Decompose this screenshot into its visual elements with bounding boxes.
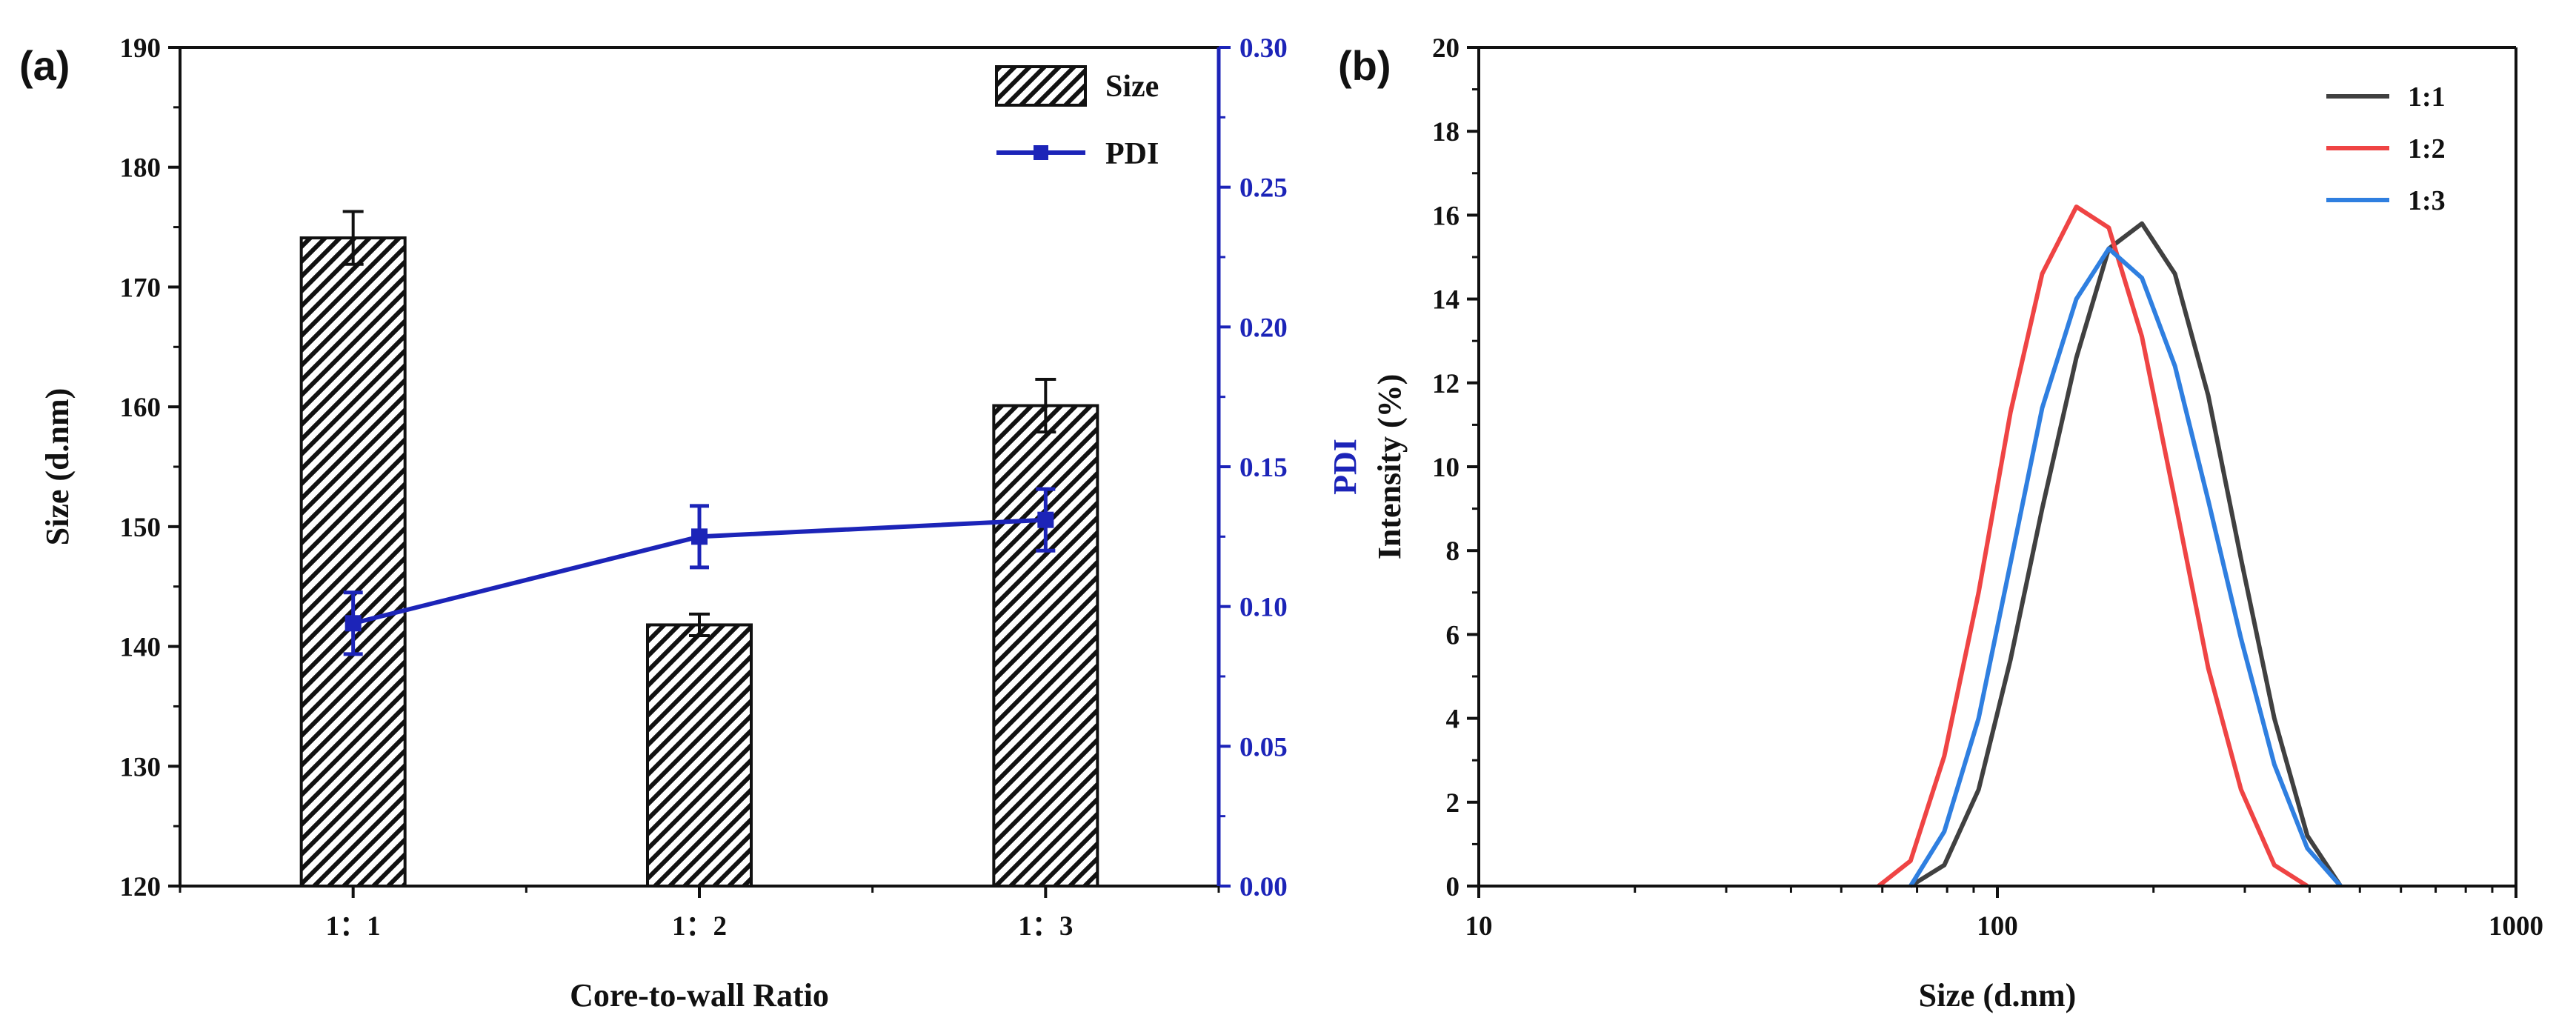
b-x-tick-label-10: 10 xyxy=(1465,911,1493,942)
b-y-axis-title: Intensity (%) xyxy=(1371,374,1408,560)
a-y-tick-label-180: 180 xyxy=(120,153,162,184)
b-y-tick-label-16: 16 xyxy=(1432,201,1460,231)
legend-label-pdi: PDI xyxy=(1105,137,1159,171)
pdi-point-1 xyxy=(345,615,362,632)
bar-3 xyxy=(992,404,1099,888)
legend-label-3: 1:3 xyxy=(2408,185,2446,216)
b-legend: 1:1 1:2 1:3 xyxy=(2326,81,2446,216)
b-y-tick-label-12: 12 xyxy=(1432,369,1460,399)
pdi-series xyxy=(343,487,1056,656)
a-legend: Size PDI xyxy=(995,65,1159,171)
a-y-ticks: 120 130 140 150 160 170 180 190 xyxy=(120,33,180,902)
b-y-ticks: 0 2 4 6 8 10 12 14 16 18 20 xyxy=(1432,33,1479,902)
b-x-tick-label-100: 100 xyxy=(1977,911,2018,942)
legend-marker-pdi xyxy=(1034,145,1048,160)
legend-label-size: Size xyxy=(1105,70,1159,104)
series-line-1 xyxy=(1909,221,2343,888)
a-y2-tick-label-0.15: 0.15 xyxy=(1239,453,1288,483)
b-y-tick-label-4: 4 xyxy=(1446,705,1460,735)
a-y2-tick-label-0.20: 0.20 xyxy=(1239,313,1288,343)
b-series-lines xyxy=(1877,204,2343,888)
legend-label-1: 1:1 xyxy=(2408,81,2446,113)
legend-swatch-size xyxy=(995,65,1087,107)
a-y-tick-label-150: 150 xyxy=(120,513,162,543)
a-x-tick-label-2: 1：2 xyxy=(672,911,727,942)
a-x-tick-label-1: 1：1 xyxy=(326,911,381,942)
panel-b: (b) 0 2 4 6 8 10 12 14 16 18 20 10 100 1000 Intensit… xyxy=(1338,33,2543,1013)
a-y2-tick-label-0.00: 0.00 xyxy=(1239,872,1288,902)
a-y-tick-label-120: 120 xyxy=(120,872,162,902)
a-y-tick-label-160: 160 xyxy=(120,393,162,423)
pdi-point-2 xyxy=(691,528,708,545)
a-y-tick-label-130: 130 xyxy=(120,752,162,782)
b-y-tick-label-0: 0 xyxy=(1446,872,1460,902)
series-line-3 xyxy=(1908,246,2343,888)
b-y-tick-label-8: 8 xyxy=(1446,536,1460,567)
series-line-2 xyxy=(1877,204,2309,888)
b-y-tick-label-14: 14 xyxy=(1432,285,1460,316)
a-y2-ticks: 0.00 0.05 0.10 0.15 0.20 0.25 0.30 xyxy=(1219,33,1288,902)
a-y2-tick-label-0.25: 0.25 xyxy=(1239,173,1288,204)
b-x-tick-label-1000: 1000 xyxy=(2489,911,2543,942)
a-y-tick-label-140: 140 xyxy=(120,633,162,663)
bar-2 xyxy=(646,623,753,888)
a-y2-tick-label-0.10: 0.10 xyxy=(1239,593,1288,623)
a-x-axis-title: Core-to-wall Ratio xyxy=(570,977,829,1013)
a-y-tick-label-170: 170 xyxy=(120,273,162,303)
a-y-axis-title: Size (d.nm) xyxy=(39,388,76,546)
bar-error-bars xyxy=(342,210,1056,638)
a-x-tick-label-3: 1：3 xyxy=(1018,911,1073,942)
a-y2-tick-label-0.05: 0.05 xyxy=(1239,732,1288,762)
panel-a: (a) 120 130 140 150 160 170 180 190 0.00 0.05 0.1… xyxy=(19,33,1363,1013)
a-y2-tick-label-0.30: 0.30 xyxy=(1239,33,1288,64)
b-y-tick-label-10: 10 xyxy=(1432,453,1460,483)
a-x-ticks: 1：1 1：2 1：3 xyxy=(179,886,1220,942)
panel-a-label: (a) xyxy=(19,42,70,89)
b-x-axis-title: Size (d.nm) xyxy=(1919,977,2077,1013)
a-y2-axis-title: PDI xyxy=(1327,439,1363,495)
b-x-ticks: 10 100 1000 xyxy=(1465,886,2543,942)
pdi-point-3 xyxy=(1037,511,1054,528)
legend-label-2: 1:2 xyxy=(2408,133,2446,164)
bar-1 xyxy=(299,236,407,888)
a-y-tick-label-190: 190 xyxy=(120,33,162,64)
panel-b-label: (b) xyxy=(1338,42,1391,89)
b-y-tick-label-2: 2 xyxy=(1446,788,1460,819)
b-y-tick-label-20: 20 xyxy=(1432,33,1460,64)
b-y-tick-label-18: 18 xyxy=(1432,117,1460,147)
b-y-tick-label-6: 6 xyxy=(1446,620,1460,650)
